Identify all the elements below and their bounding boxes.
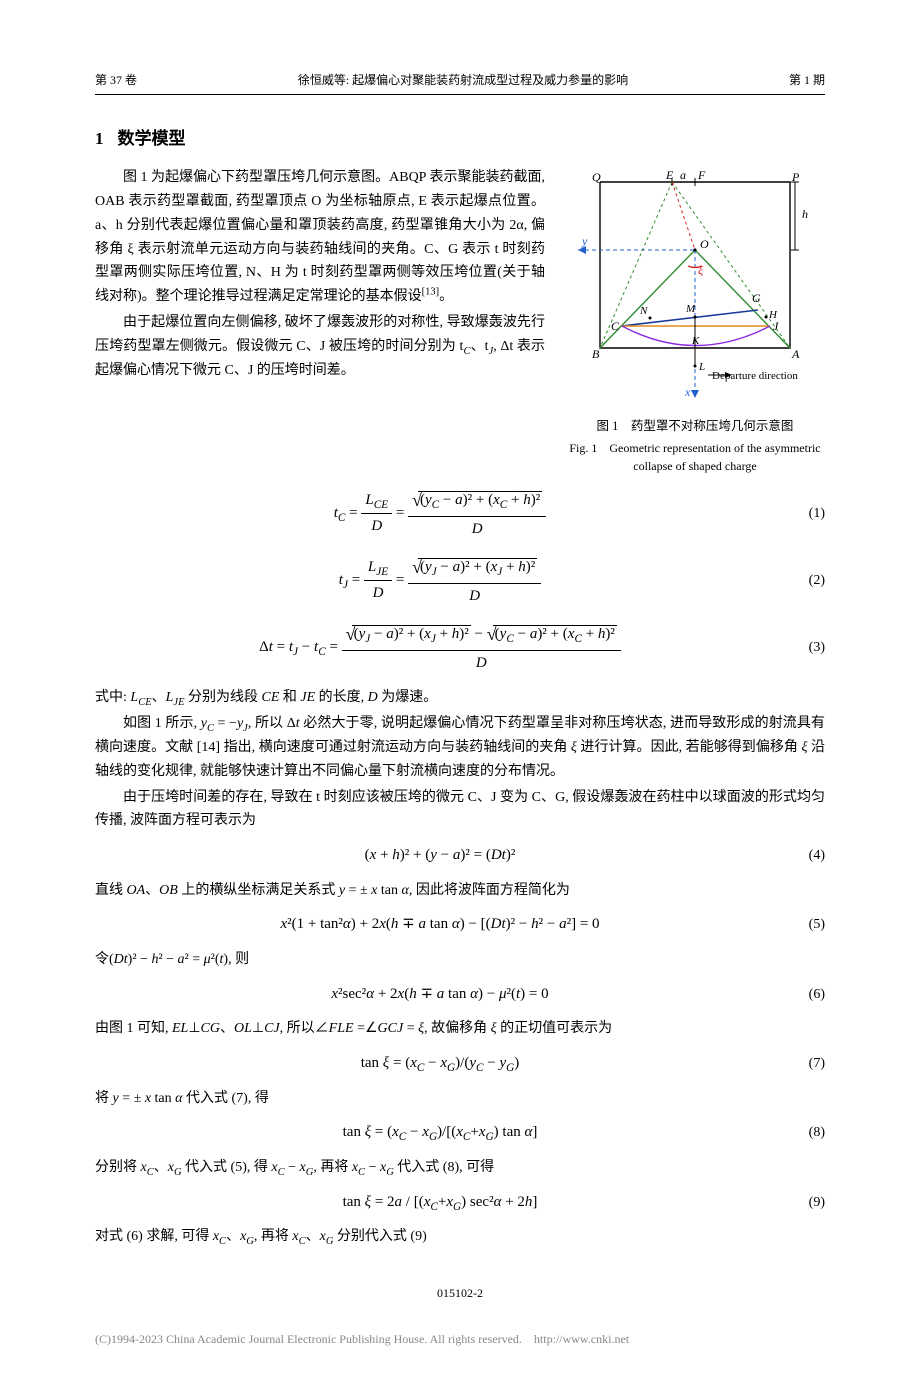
- svg-text:h: h: [802, 207, 808, 221]
- eq2-number: (2): [785, 569, 825, 593]
- paragraph-6: 直线 OA、OB 上的横纵坐标满足关系式 y = ± x tan α, 因此将波…: [95, 879, 825, 903]
- page-header: 第 37 卷 徐恒威等: 起爆偏心对聚能装药射流成型过程及威力参量的影响 第 1…: [95, 70, 825, 95]
- figure-1: Q E a F P h y O ξ N M G H C K J B A L x …: [565, 166, 825, 475]
- eq6-number: (6): [785, 983, 825, 1007]
- paragraph-10: 分别将 xC、xG 代入式 (5), 得 xC − xG, 再将 xC − xG…: [95, 1156, 825, 1180]
- equation-6: x²sec²α + 2x(h ∓ a tan α) − μ²(t) = 0 (6…: [95, 982, 825, 1008]
- p1-text: 图 1 为起爆偏心下药型罩压垮几何示意图。ABQP 表示聚能装药截面, OAB …: [95, 170, 545, 304]
- svg-text:J: J: [773, 319, 779, 333]
- svg-text:Q: Q: [592, 170, 601, 184]
- section-heading: 1 数学模型: [95, 125, 825, 154]
- eq1-number: (1): [785, 502, 825, 526]
- svg-text:G: G: [752, 291, 761, 305]
- header-volume: 第 37 卷: [95, 70, 137, 90]
- footer-copyright: (C)1994-2023 China Academic Journal Elec…: [95, 1329, 825, 1349]
- section-number: 1: [95, 129, 104, 148]
- intro-two-column: 图 1 为起爆偏心下药型罩压垮几何示意图。ABQP 表示聚能装药截面, OAB …: [95, 166, 825, 475]
- svg-text:B: B: [592, 347, 600, 361]
- figure-1-svg: Q E a F P h y O ξ N M G H C K J B A L x …: [570, 170, 820, 410]
- paragraph-4: 如图 1 所示, yC = −yJ, 所以 Δt 必然大于零, 说明起爆偏心情况…: [95, 712, 825, 783]
- svg-text:L: L: [698, 361, 705, 373]
- eq5-number: (5): [785, 913, 825, 937]
- paragraph-5: 由于压垮时间差的存在, 导致在 t 时刻应该被压垮的微元 C、J 变为 C、G,…: [95, 786, 825, 834]
- svg-text:M: M: [685, 303, 696, 315]
- equation-2: tJ = LJED = √(yJ − a)² + (xJ + h)² D (2): [95, 552, 825, 609]
- header-issue: 第 1 期: [789, 70, 825, 90]
- svg-text:ξ: ξ: [698, 263, 704, 277]
- equation-1: tC = LCED = √(yC − a)² + (xC + h)² D (1): [95, 485, 825, 542]
- svg-text:x: x: [684, 385, 691, 399]
- figure-1-caption-cn: 图 1 药型罩不对称压垮几何示意图: [565, 416, 825, 437]
- equation-7: tan ξ = (xC − xG)/(yC − yG) (7): [95, 1051, 825, 1077]
- svg-text:C: C: [611, 319, 620, 333]
- svg-text:P: P: [791, 170, 800, 184]
- paragraph-2: 由于起爆位置向左侧偏移, 破坏了爆轰波形的对称性, 导致爆轰波先行压垮药型罩左侧…: [95, 311, 545, 382]
- svg-text:Departure direction: Departure direction: [712, 370, 798, 382]
- header-title: 徐恒威等: 起爆偏心对聚能装药射流成型过程及威力参量的影响: [137, 70, 789, 90]
- eq3-number: (3): [785, 636, 825, 660]
- figure-1-caption-en2: collapse of shaped charge: [565, 458, 825, 475]
- svg-text:K: K: [691, 335, 700, 347]
- eq9-number: (9): [785, 1191, 825, 1215]
- eq7-number: (7): [785, 1052, 825, 1076]
- paragraph-8: 由图 1 可知, EL⊥CG、OL⊥CJ, 所以∠FLE =∠GCJ = ξ, …: [95, 1017, 825, 1041]
- page-number: 015102-2: [95, 1283, 825, 1303]
- equation-9: tan ξ = 2a / [(xC+xG) sec²α + 2h] (9): [95, 1190, 825, 1216]
- section-title: 数学模型: [118, 129, 186, 148]
- svg-text:F: F: [697, 170, 706, 182]
- paragraph-9: 将 y = ± x tan α 代入式 (7), 得: [95, 1087, 825, 1111]
- equation-3: Δt = tJ − tC = √(yJ − a)² + (xJ + h)² − …: [95, 619, 825, 676]
- svg-text:E: E: [665, 170, 674, 182]
- svg-text:a: a: [680, 170, 686, 182]
- paragraph-3: 式中: LCE、LJE 分别为线段 CE 和 JE 的长度, D 为爆速。: [95, 686, 825, 710]
- equation-4: (x + h)² + (y − a)² = (Dt)² (4): [95, 843, 825, 869]
- svg-text:y: y: [581, 234, 588, 248]
- paragraph-1: 图 1 为起爆偏心下药型罩压垮几何示意图。ABQP 表示聚能装药截面, OAB …: [95, 166, 545, 309]
- figure-1-caption-en1: Fig. 1 Geometric representation of the a…: [565, 440, 825, 457]
- eq4-number: (4): [785, 844, 825, 868]
- svg-text:O: O: [700, 237, 709, 251]
- equation-5: x²(1 + tan²α) + 2x(h ∓ a tan α) − [(Dt)²…: [95, 912, 825, 938]
- equation-8: tan ξ = (xC − xG)/[(xC+xG) tan α] (8): [95, 1120, 825, 1146]
- intro-text-col: 图 1 为起爆偏心下药型罩压垮几何示意图。ABQP 表示聚能装药截面, OAB …: [95, 166, 545, 384]
- svg-text:A: A: [791, 347, 800, 361]
- paragraph-11: 对式 (6) 求解, 可得 xC、xG, 再将 xC、xG 分别代入式 (9): [95, 1225, 825, 1249]
- svg-text:N: N: [639, 305, 648, 317]
- p1-end: 。: [439, 289, 453, 304]
- eq8-number: (8): [785, 1121, 825, 1145]
- p2b: 、t: [470, 339, 488, 354]
- paragraph-7: 令(Dt)² − h² − a² = μ²(t), 则: [95, 948, 825, 972]
- p1-citation: [13]: [422, 287, 440, 298]
